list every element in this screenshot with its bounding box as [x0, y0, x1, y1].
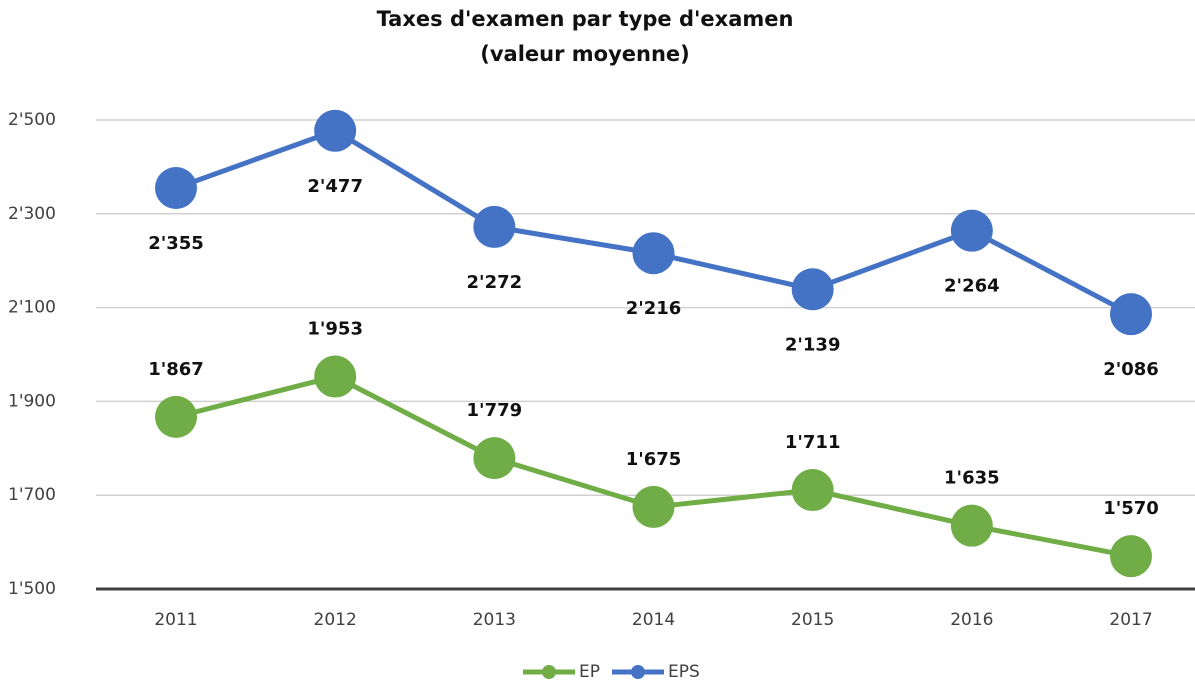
data-point — [950, 504, 993, 547]
data-label: 2'272 — [467, 272, 523, 293]
x-tick-label: 2014 — [632, 610, 675, 630]
data-label: 1'779 — [467, 400, 523, 421]
data-label: 1'953 — [307, 319, 363, 340]
data-point — [473, 205, 516, 248]
legend-label: EPS — [668, 662, 700, 682]
data-label: 1'867 — [148, 359, 204, 380]
data-point — [473, 437, 516, 480]
y-tick-label: 2'300 — [8, 204, 56, 224]
data-point — [791, 469, 834, 512]
data-point — [950, 209, 993, 252]
data-point — [791, 268, 834, 311]
data-point — [1110, 535, 1153, 578]
data-label: 2'139 — [785, 334, 841, 355]
legend-marker — [631, 665, 645, 679]
data-label: 2'355 — [148, 233, 204, 254]
y-tick-label: 2'500 — [8, 110, 56, 130]
data-label: 1'675 — [626, 449, 682, 470]
data-point — [155, 167, 197, 210]
data-point — [632, 232, 675, 275]
x-tick-label: 2012 — [314, 610, 357, 630]
chart-title: Taxes d'examen par type d'examen — [377, 7, 794, 31]
data-point — [314, 109, 357, 152]
y-tick-label: 1'900 — [8, 391, 56, 411]
x-tick-label: 2011 — [154, 610, 197, 630]
y-tick-label: 1'500 — [8, 579, 56, 599]
y-tick-label: 2'100 — [8, 298, 56, 318]
data-point — [155, 395, 197, 438]
chart-subtitle: (valeur moyenne) — [480, 42, 690, 66]
legend-marker — [542, 665, 556, 679]
data-label: 2'086 — [1103, 359, 1159, 380]
data-point — [1110, 293, 1153, 336]
x-tick-label: 2013 — [473, 610, 516, 630]
data-label: 2'216 — [626, 298, 682, 319]
data-point — [314, 355, 357, 398]
x-tick-label: 2016 — [950, 610, 993, 630]
data-label: 1'570 — [1103, 498, 1159, 519]
data-label: 1'711 — [785, 432, 841, 453]
data-point — [632, 485, 675, 528]
x-tick-label: 2015 — [791, 610, 834, 630]
legend-label: EP — [579, 662, 600, 682]
x-tick-label: 2017 — [1109, 610, 1152, 630]
y-tick-label: 1'700 — [8, 485, 56, 505]
data-label: 1'635 — [944, 468, 1000, 489]
data-label: 2'264 — [944, 276, 1000, 297]
data-label: 2'477 — [307, 176, 363, 197]
